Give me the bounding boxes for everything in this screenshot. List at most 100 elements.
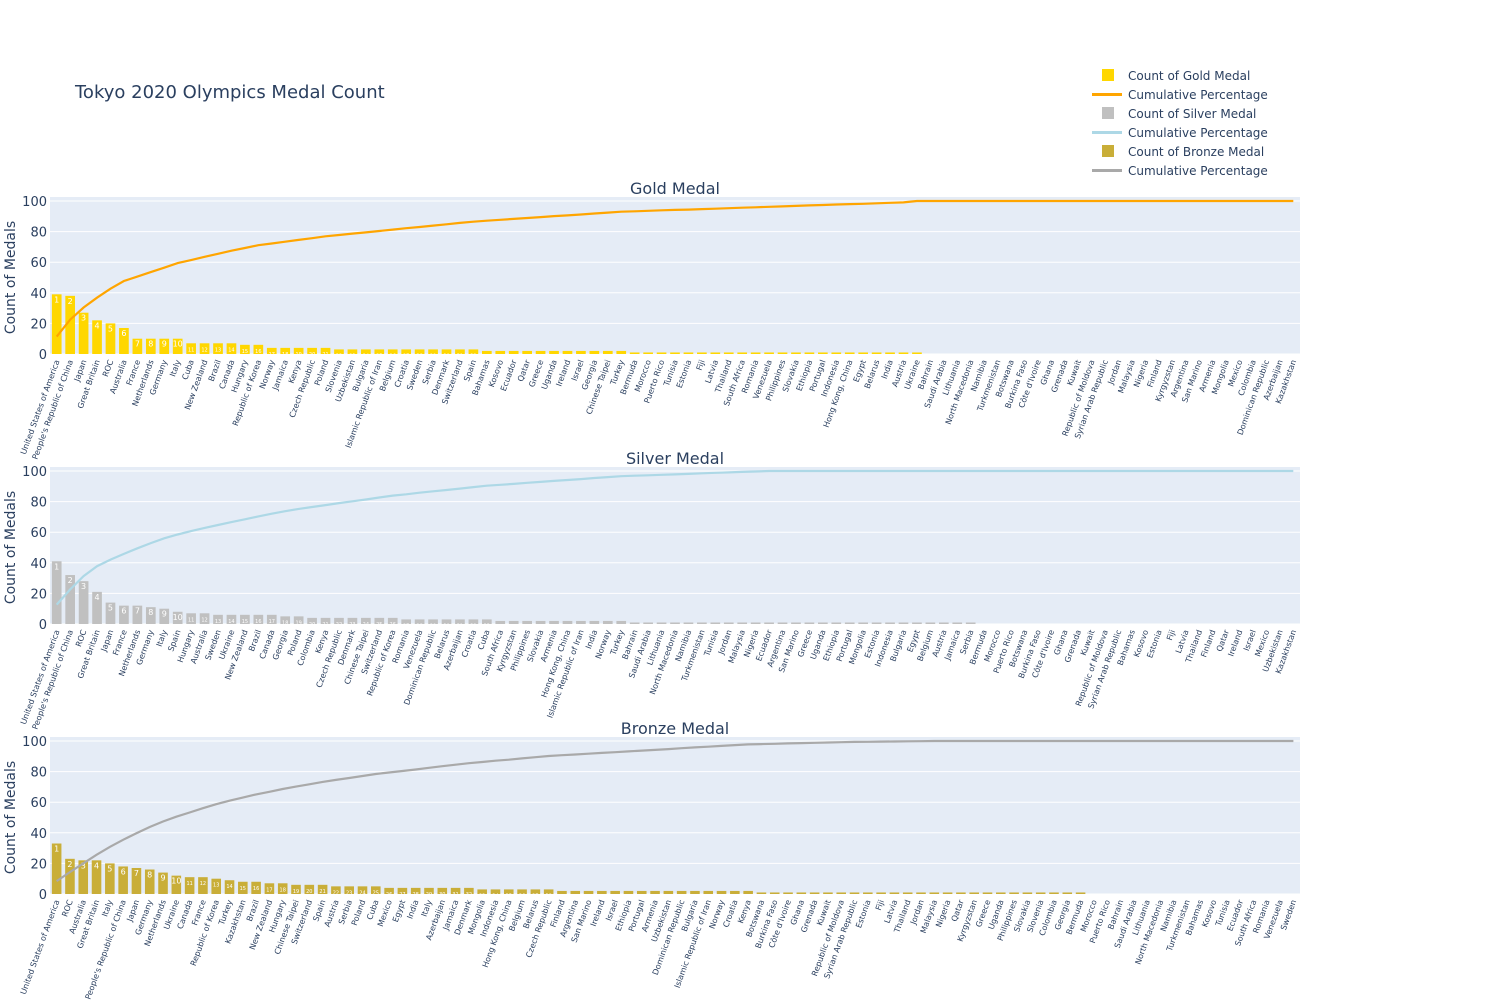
bar-rank-label: 70 (971, 896, 977, 902)
bar (583, 890, 594, 894)
plot-area (50, 197, 1300, 354)
bar-rank-label: 44 (625, 895, 631, 901)
bar (495, 620, 506, 624)
bar-rank-label: 39 (559, 895, 565, 901)
bar-rank-label: 66 (927, 626, 933, 632)
bar-rank-label: 68 (954, 626, 960, 632)
bar (576, 350, 586, 354)
y-tick-label: 20 (30, 587, 47, 602)
bar-rank-label: 28 (413, 892, 419, 898)
y-tick-label: 60 (30, 526, 47, 541)
bar (912, 622, 922, 624)
bar-rank-label: 34 (497, 625, 503, 631)
y-tick-label: 0 (39, 618, 47, 633)
bar (597, 890, 607, 894)
legend-silver-square (1102, 107, 1114, 119)
bar (535, 350, 546, 354)
bar-rank-label: 47 (672, 626, 678, 632)
bar (450, 887, 461, 894)
bar-rank-label: 42 (605, 355, 611, 361)
bar (264, 883, 275, 894)
bar (804, 352, 815, 354)
bar (186, 613, 196, 624)
bar-rank-label: 67 (941, 626, 947, 632)
bar-rank-label: 34 (492, 893, 498, 899)
bar-rank-label: 20 (309, 622, 315, 628)
bar-rank-label: 34 (497, 355, 503, 361)
x-tick-label: United States of America (19, 899, 62, 996)
bar-rank-label: 27 (403, 353, 409, 359)
bar (401, 349, 412, 354)
bar (791, 622, 801, 624)
bar-rank-label: 28 (416, 623, 422, 629)
bar (769, 892, 780, 894)
bar (92, 320, 102, 354)
bar-rank-label: 45 (645, 356, 651, 362)
legend-item-gold-bar[interactable]: Count of Gold Medal (1098, 66, 1268, 85)
bar-rank-label: 46 (658, 356, 664, 362)
bar (636, 890, 647, 894)
bar (468, 619, 479, 624)
bar (796, 892, 807, 894)
bar (253, 614, 264, 624)
bar (570, 890, 581, 894)
bar (424, 887, 434, 894)
bar-rank-label: 32 (470, 623, 476, 629)
bar-rank-label: 65 (914, 356, 920, 362)
bar-rank-label: 1 (54, 295, 59, 304)
plot-area (50, 737, 1300, 894)
bar (783, 892, 793, 894)
cumulative-line (55, 739, 1294, 883)
bar (549, 350, 559, 354)
bar-rank-label: 47 (665, 895, 671, 901)
bar-rank-label: 32 (466, 892, 472, 898)
bar (925, 622, 936, 624)
bar-rank-label: 71 (984, 896, 990, 902)
bar-rank-label: 25 (376, 353, 382, 359)
bar-rank-label: 12 (201, 617, 207, 623)
legend-item-bronze-bar[interactable]: Count of Bronze Medal (1098, 142, 1268, 161)
bar-rank-label: 27 (399, 892, 405, 898)
bar-rank-label: 30 (443, 353, 449, 359)
bar-rank-label: 5 (108, 324, 113, 333)
bar-rank-label: 40 (578, 625, 584, 631)
bar (317, 884, 328, 894)
bar-rank-label: 49 (699, 626, 705, 632)
bar-rank-label: 19 (293, 889, 299, 895)
bar (629, 352, 640, 354)
bar-rank-label: 60 (847, 356, 853, 362)
bar (401, 619, 412, 624)
bar-rank-label: 59 (833, 626, 839, 632)
bar (602, 350, 613, 354)
bar (885, 622, 895, 624)
bar (576, 620, 586, 624)
bar (119, 605, 129, 624)
legend-item-bronze-line[interactable]: Cumulative Percentage (1092, 161, 1268, 180)
bar-rank-label: 51 (726, 626, 732, 632)
bar-rank-label: 19 (295, 352, 301, 358)
bar (414, 619, 425, 624)
bar-rank-label: 17 (266, 887, 272, 893)
bar (743, 890, 753, 894)
bar-rank-label: 23 (346, 890, 352, 896)
legend-item-gold-line[interactable]: Cumulative Percentage (1092, 85, 1268, 104)
legend-item-silver-bar[interactable]: Count of Silver Medal (1098, 104, 1268, 123)
bar (410, 887, 421, 894)
bar (51, 561, 62, 624)
bar-rank-label: 33 (484, 355, 490, 361)
bar-rank-label: 61 (851, 896, 857, 902)
bar-rank-label: 56 (793, 356, 799, 362)
bar (929, 892, 940, 894)
legend-item-silver-line[interactable]: Cumulative Percentage (1092, 123, 1268, 142)
bar (683, 352, 694, 354)
bar (836, 892, 847, 894)
bar (683, 622, 694, 624)
bar-rank-label: 19 (295, 620, 301, 626)
bar-rank-label: 35 (511, 355, 517, 361)
bar-rank-label: 47 (672, 356, 678, 362)
bar-rank-label: 64 (900, 626, 906, 632)
bar (737, 622, 748, 624)
bar (602, 620, 613, 624)
bar (956, 892, 966, 894)
bar (291, 884, 301, 894)
